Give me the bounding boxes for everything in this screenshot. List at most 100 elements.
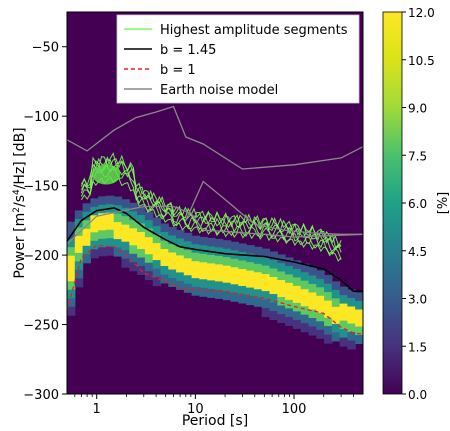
histogram-cell	[183, 249, 193, 259]
histogram-cell	[144, 228, 154, 238]
histogram-cell	[277, 305, 286, 315]
histogram-cell	[98, 247, 107, 257]
histogram-cell	[191, 252, 200, 262]
plot-frame	[66, 11, 364, 395]
histogram-cell	[277, 263, 286, 272]
histogram-cell	[160, 249, 169, 258]
histogram-cell	[347, 340, 356, 350]
histogram-cell	[261, 282, 271, 292]
histogram-cell	[253, 297, 263, 307]
histogram-cell	[222, 274, 232, 284]
histogram-cell	[168, 227, 177, 236]
histogram-cell	[316, 304, 325, 314]
histogram-cell	[331, 298, 341, 308]
histogram-cell	[339, 295, 348, 305]
colorbar-tick-label: 0.0	[408, 388, 427, 402]
histogram-cell	[253, 289, 263, 299]
histogram-cell	[292, 311, 302, 321]
histogram-cell	[74, 210, 84, 220]
histogram-cell	[199, 287, 208, 297]
y-tick-label: −250	[23, 319, 59, 334]
histogram-cell	[324, 326, 333, 336]
histogram-cell	[269, 268, 278, 278]
histogram-cell	[261, 291, 271, 301]
histogram-cell	[113, 213, 123, 223]
histogram-cell	[238, 286, 247, 295]
legend-box	[116, 14, 360, 104]
histogram-cell	[339, 303, 348, 313]
histogram-cell	[277, 297, 286, 306]
histogram-cell	[339, 320, 348, 330]
histogram-cell	[191, 244, 200, 254]
colorbar-tick-label: 12.0	[408, 6, 435, 20]
histogram-cell	[246, 287, 255, 297]
histogram-cell	[121, 224, 130, 234]
histogram-cell	[74, 244, 84, 254]
histogram-cell	[176, 229, 185, 239]
histogram-cell	[98, 238, 107, 248]
histogram-cell	[176, 272, 185, 282]
histogram-cell	[292, 285, 302, 295]
histogram-cell	[67, 238, 76, 248]
histogram-cell	[152, 260, 162, 270]
histogram-cell	[144, 211, 154, 221]
histogram-cell	[355, 309, 363, 319]
histogram-cell	[300, 323, 310, 333]
legend-label-highest-amplitude: Highest amplitude segments	[160, 23, 348, 38]
histogram-cell	[168, 252, 177, 262]
histogram-cell	[191, 278, 200, 288]
histogram-cell	[261, 265, 271, 275]
histogram-cell	[246, 279, 255, 289]
histogram-cell	[67, 298, 76, 308]
histogram-cell	[261, 257, 271, 267]
histogram-cell	[129, 228, 138, 238]
colorbar-tick-label: 1.5	[408, 340, 427, 354]
histogram-cell	[355, 292, 363, 302]
histogram-cell	[137, 249, 146, 258]
histogram-cell	[191, 269, 200, 279]
x-tick-label: 1	[93, 402, 101, 417]
histogram-cell	[261, 308, 271, 318]
histogram-cell	[285, 282, 294, 292]
histogram-cell	[176, 255, 185, 265]
histogram-cell	[121, 199, 130, 209]
histogram-cell	[331, 281, 341, 291]
histogram-cell	[67, 264, 76, 274]
histogram-cell	[105, 212, 115, 222]
y-tick-label: −50	[32, 41, 59, 56]
histogram-cell	[300, 280, 310, 290]
histogram-cell	[144, 271, 154, 281]
histogram-cell	[199, 262, 208, 272]
histogram-cell	[285, 299, 294, 309]
histogram-cell	[160, 240, 169, 250]
histogram-cell	[144, 254, 154, 264]
histogram-cell	[215, 272, 224, 282]
histogram-cell	[67, 272, 76, 282]
histogram-cell	[191, 286, 200, 296]
histogram-cell	[339, 329, 348, 339]
histogram-cell	[238, 294, 247, 304]
legend-label-b145: b = 1.45	[160, 43, 216, 58]
histogram-cell	[285, 308, 294, 318]
highest-amplitude-segment	[80, 156, 342, 246]
histogram-cell	[90, 232, 99, 242]
histogram-cell	[269, 251, 278, 261]
histogram-cell	[82, 237, 91, 247]
histogram-cell	[113, 222, 123, 232]
histogram-cell	[215, 247, 224, 257]
histogram-cell	[183, 241, 193, 251]
histogram-cell	[129, 245, 138, 255]
histogram-cell	[230, 241, 239, 251]
histogram-cell	[98, 196, 107, 206]
histogram-cell	[347, 315, 356, 324]
histogram-cell	[152, 226, 162, 236]
histogram-cell	[98, 221, 107, 231]
histogram-cell	[207, 263, 216, 273]
histogram-cell	[316, 287, 325, 297]
y-tick-label: −300	[23, 388, 59, 403]
histogram-cell	[230, 292, 239, 302]
histogram-cell	[90, 240, 99, 250]
histogram-cell	[207, 254, 216, 264]
histogram-cell	[144, 245, 154, 255]
histogram-cell	[98, 213, 107, 223]
